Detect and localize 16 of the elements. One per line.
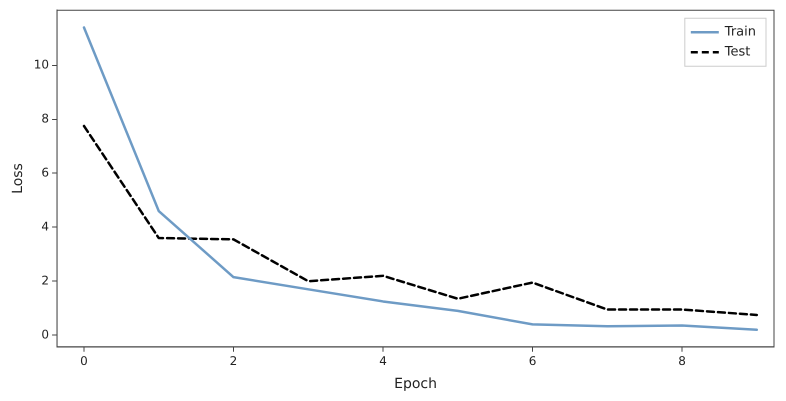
line-series [82,124,758,316]
x-tick-label: 4 [379,354,387,368]
legend-label: Train [724,24,756,40]
x-tick-label: 6 [528,354,536,368]
y-tick-label: 6 [41,165,50,180]
legend-label: Test [724,44,750,60]
y-tick-label: 8 [41,111,50,126]
y-tick-label: 2 [41,273,50,288]
x-axis-title: Epoch [394,376,437,392]
y-tick-label: 0 [41,327,50,342]
x-tick-label: 2 [230,354,238,368]
y-tick-label: 10 [34,57,50,72]
y-tick-label: 4 [41,219,50,234]
x-tick-label: 8 [678,354,686,368]
x-tick-label: 0 [80,354,88,368]
y-axis-title: Loss [10,163,26,194]
